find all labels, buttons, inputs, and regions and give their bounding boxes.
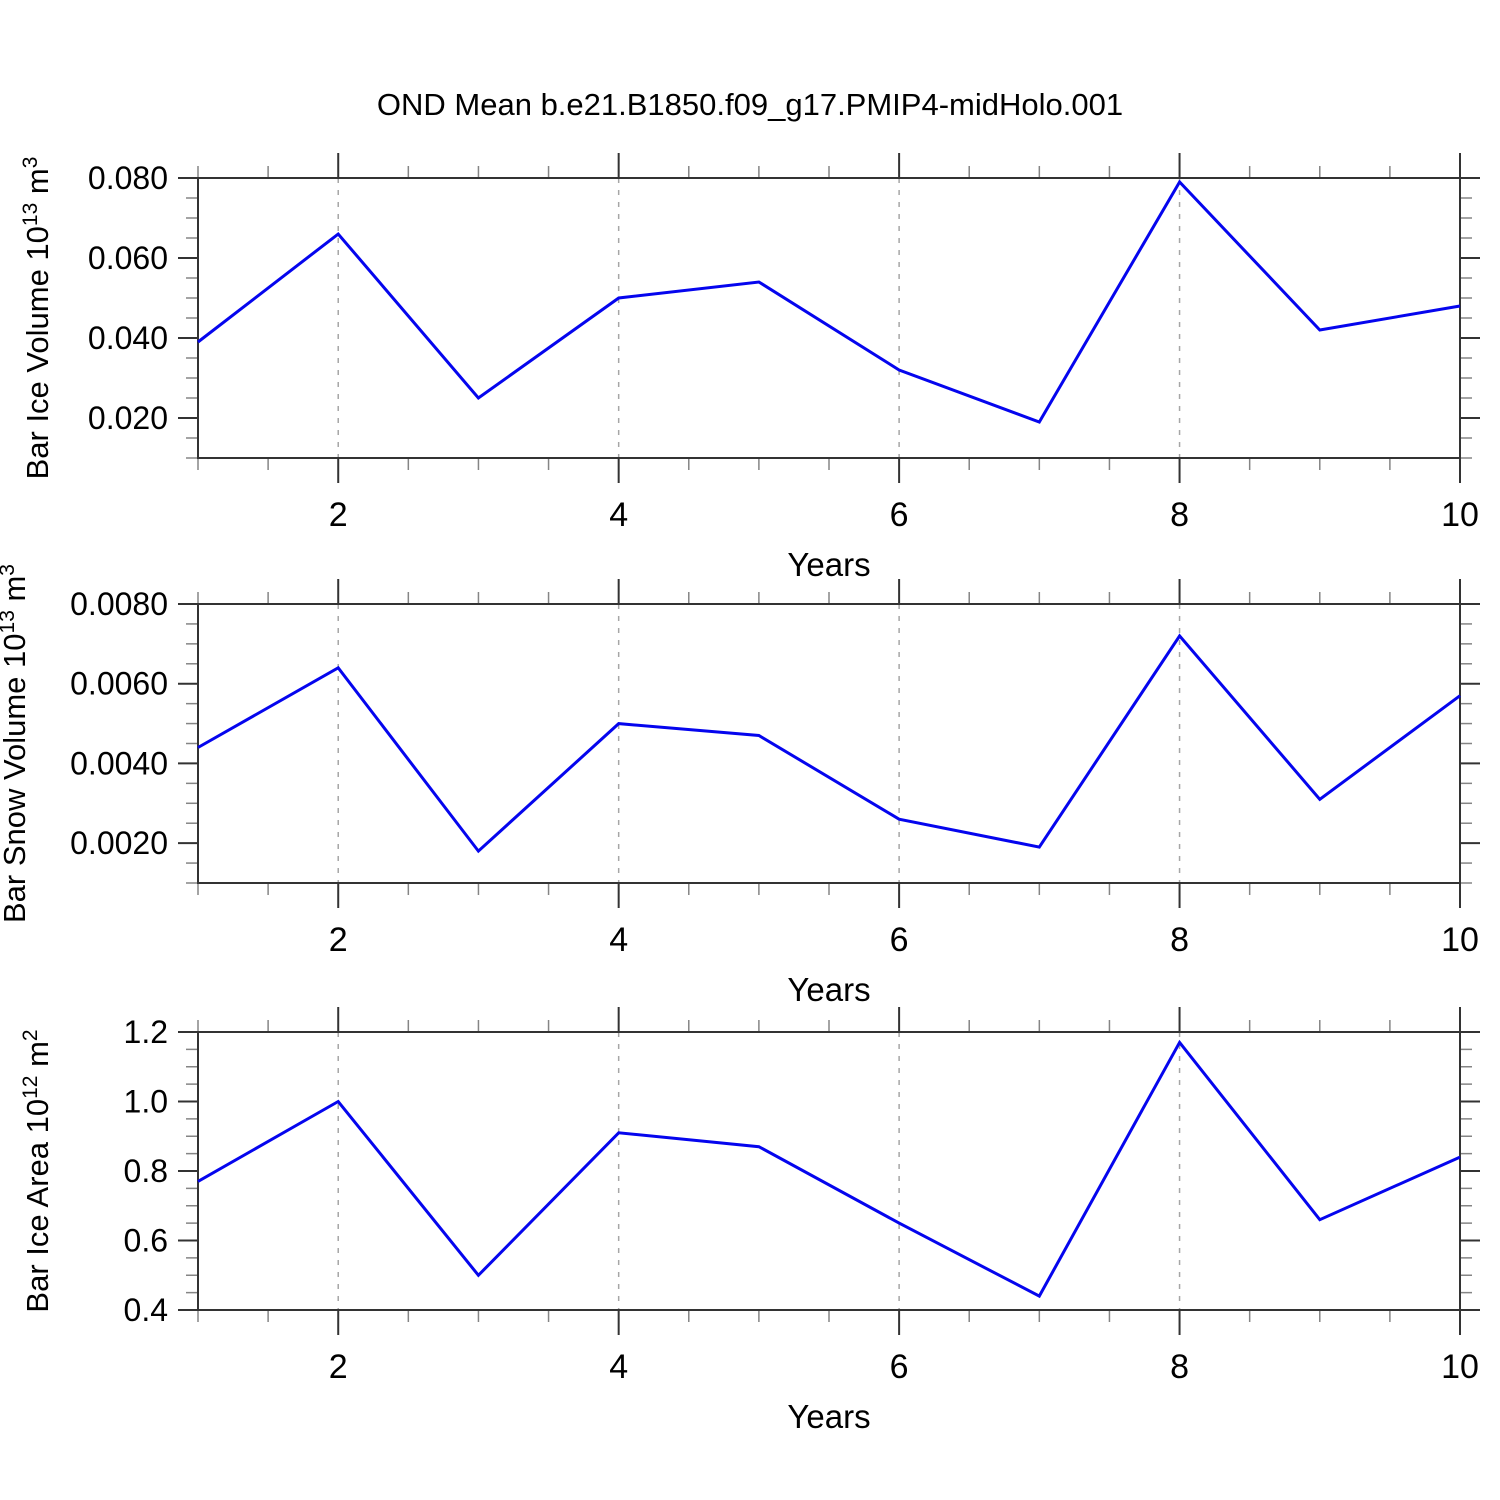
x-tick-label: 10 (1441, 921, 1479, 959)
x-tick-label: 10 (1441, 496, 1479, 534)
x-tick-label: 4 (609, 496, 628, 534)
y-tick-label: 0.040 (88, 320, 168, 356)
y-tick-label: 0.0020 (70, 825, 168, 861)
x-tick-label: 6 (890, 1348, 909, 1386)
y-axis-title: Bar Snow Volume 1013 m3 (0, 564, 32, 923)
x-tick-label: 4 (609, 921, 628, 959)
x-axis-title: Years (787, 1398, 870, 1435)
x-tick-label: 2 (329, 1348, 348, 1386)
x-tick-label: 8 (1170, 1348, 1189, 1386)
y-tick-label: 1.0 (124, 1084, 168, 1120)
y-tick-label: 0.080 (88, 160, 168, 196)
plot-frame (197, 1031, 1461, 1311)
series-line (197, 633, 1461, 854)
x-tick-label: 2 (329, 921, 348, 959)
x-tick-label: 10 (1441, 1348, 1479, 1386)
panel-2: 0.0020 0.0040 0.0060 0.0080 2 4 6 8 10 Years Bar S… (0, 564, 1480, 1008)
y-tick-label: 0.0060 (70, 666, 168, 702)
y-axis-title: Bar Ice Area 1012 m2 (19, 1029, 55, 1312)
y-tick-label: 0.060 (88, 240, 168, 276)
plot-frame (197, 177, 1461, 459)
x-tick-label: 8 (1170, 496, 1189, 534)
series-line (197, 179, 1461, 424)
x-axis-title: Years (787, 971, 870, 1008)
x-tick-label: 8 (1170, 921, 1189, 959)
x-tick-label: 4 (609, 1348, 628, 1386)
y-axis-title: Bar Ice Volume 1013 m3 (19, 157, 55, 480)
series-line (197, 1039, 1461, 1299)
y-tick-label: 0.020 (88, 400, 168, 436)
panel-1: 0.020 0.040 0.060 0.080 2 4 6 8 10 Years Bar Ice V… (19, 153, 1480, 583)
y-tick-label: 1.2 (124, 1014, 168, 1050)
chart-title: OND Mean b.e21.B1850.f09_g17.PMIP4-midHo… (376, 87, 1124, 122)
plot-frame (197, 603, 1461, 884)
y-tick-label: 0.0080 (70, 586, 168, 622)
y-tick-label: 0.0040 (70, 745, 168, 781)
y-tick-label: 0.6 (124, 1223, 168, 1259)
y-tick-label: 0.4 (124, 1292, 168, 1328)
x-tick-label: 6 (890, 921, 909, 959)
x-tick-label: 2 (329, 496, 348, 534)
x-axis-title: Years (787, 546, 870, 583)
x-tick-label: 6 (890, 496, 909, 534)
y-tick-label: 0.8 (124, 1153, 168, 1189)
panel-3: 0.4 0.6 0.8 1.0 1.2 2 4 6 8 10 Years Bar Ice Area 1… (19, 1007, 1480, 1435)
